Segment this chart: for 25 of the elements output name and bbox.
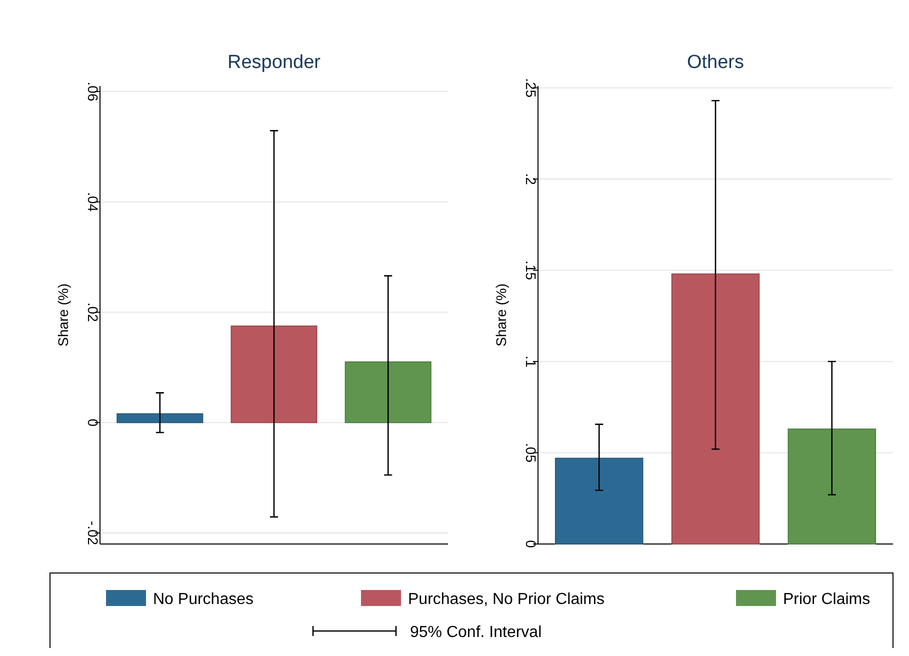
y-tick-label: .2: [523, 173, 539, 186]
bar: [554, 458, 644, 544]
y-axis-title: Share (%): [493, 283, 509, 347]
y-tick-label: -.02: [85, 520, 101, 546]
bar: [230, 326, 318, 424]
bar: [344, 361, 432, 424]
bar: [116, 413, 204, 424]
y-tick-label: .04: [85, 192, 101, 212]
legend-label: Purchases, No Prior Claims: [408, 591, 604, 608]
y-tick-label: 0: [523, 540, 539, 548]
legend-label: No Purchases: [153, 591, 254, 608]
chart-title: Responder: [228, 52, 322, 73]
y-tick-label: .05: [523, 443, 539, 463]
y-tick-label: .06: [85, 82, 101, 102]
y-axis-title: Share (%): [55, 283, 71, 347]
legend-label: Prior Claims: [783, 591, 870, 608]
text: 95% Conf. Interval: [410, 624, 542, 641]
y-tick-label: .25: [523, 78, 539, 98]
y-tick-label: .15: [523, 260, 539, 280]
y-tick-label: .1: [523, 356, 539, 368]
y-tick-label: .02: [85, 302, 101, 322]
chart-title: Others: [686, 52, 744, 73]
y-tick-label: 0: [85, 418, 101, 427]
bar: [788, 428, 876, 544]
bar: [671, 273, 760, 544]
